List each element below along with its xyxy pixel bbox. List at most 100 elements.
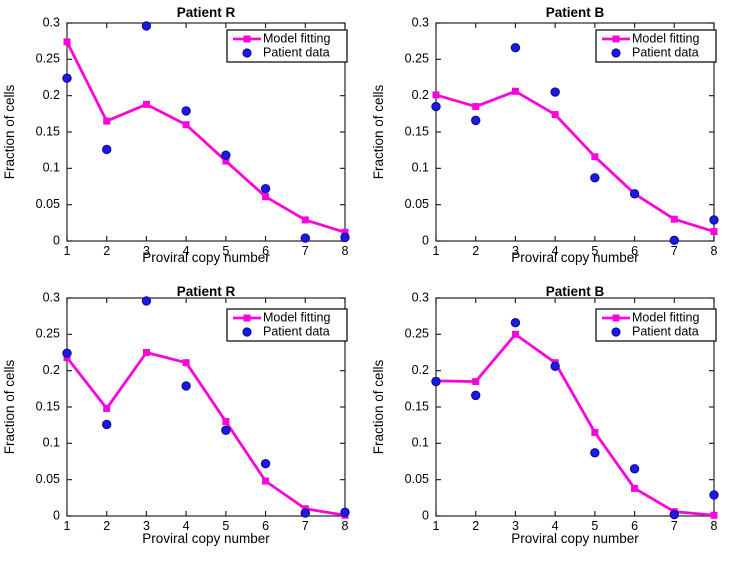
x-tick-label: 6 <box>631 244 638 258</box>
legend-data-marker <box>611 327 621 337</box>
x-tick-label: 3 <box>143 519 150 533</box>
y-axis-label: Fraction of cells <box>2 84 17 179</box>
legend-model-label: Model fitting <box>263 31 330 45</box>
legend-model-marker <box>243 314 251 322</box>
model-marker <box>591 428 599 436</box>
plot-title: Patient B <box>546 284 605 299</box>
x-tick-label: 1 <box>433 519 440 533</box>
model-marker <box>472 378 480 386</box>
patient-data-point <box>181 381 191 391</box>
y-axis-label: Fraction of cells <box>371 359 386 454</box>
y-tick-label: 0.15 <box>36 124 60 138</box>
model-fitting-line <box>65 351 346 517</box>
x-tick-label: 1 <box>64 519 71 533</box>
patient-data-point <box>709 215 719 225</box>
patient-data-point <box>709 490 719 500</box>
x-axis-label: Proviral copy number <box>511 531 639 546</box>
legend-model-marker <box>612 314 620 322</box>
model-marker <box>103 404 111 412</box>
x-tick-label: 2 <box>103 519 110 533</box>
legend-model-label: Model fitting <box>263 310 330 324</box>
y-tick-label: 0 <box>53 508 60 522</box>
x-tick-label: 5 <box>591 244 598 258</box>
patient-data-point <box>431 376 441 387</box>
model-fitting-line <box>435 89 715 233</box>
model-fitting-line <box>435 332 715 517</box>
x-tick-label: 3 <box>143 244 150 258</box>
x-tick-label: 7 <box>302 244 309 258</box>
patient-data-point <box>141 296 152 306</box>
model-marker <box>103 117 111 125</box>
patient-data-point <box>62 73 72 83</box>
axis-ticks <box>435 297 715 517</box>
patient-data-point <box>181 106 191 116</box>
model-marker <box>142 100 150 108</box>
x-tick-label: 8 <box>711 244 718 258</box>
patient-data-point <box>102 144 112 155</box>
model-marker <box>710 511 718 519</box>
x-tick-label: 6 <box>631 519 638 533</box>
model-marker <box>710 228 718 236</box>
patient-data-point <box>300 233 310 243</box>
y-tick-label: 0.05 <box>36 197 60 211</box>
x-tick-label: 7 <box>302 519 309 533</box>
y-tick-label: 0.3 <box>43 290 60 304</box>
y-axis-label: Fraction of cells <box>2 359 17 454</box>
y-tick-label: 0.2 <box>43 363 60 377</box>
legend-data-label: Patient data <box>632 324 699 338</box>
x-tick-label: 7 <box>671 519 678 533</box>
legend-data-label: Patient data <box>263 45 330 59</box>
patient-data-point <box>221 425 231 435</box>
y-tick-label: 0.1 <box>412 436 429 450</box>
legend-model-label: Model fitting <box>632 31 699 45</box>
y-axis-label: Fraction of cells <box>371 84 386 179</box>
y-tick-label: 0.3 <box>412 15 429 29</box>
legend-data-marker <box>611 48 621 58</box>
x-tick-label: 4 <box>183 519 190 533</box>
y-tick-label: 0.15 <box>405 399 429 413</box>
model-marker <box>591 153 599 161</box>
y-tick-label: 0.25 <box>36 327 60 341</box>
x-axis-label: Proviral copy number <box>142 531 270 546</box>
x-tick-label: 8 <box>342 519 349 533</box>
patient-data-point <box>550 87 560 97</box>
patient-r-top-plot: 1 2 3 4 5 6 7 8 0 0.05 0.1 0.15 0.2 0.25 0.3 Patient R P… <box>2 5 350 265</box>
model-marker <box>511 87 519 95</box>
patient-data-point <box>471 390 481 401</box>
x-tick-label: 2 <box>472 519 479 533</box>
x-tick-label: 7 <box>671 244 678 258</box>
legend-model-marker <box>243 35 251 43</box>
y-tick-label: 0.05 <box>405 197 429 211</box>
patient-r-bottom-plot: 1 2 3 4 5 6 7 8 0 0.05 0.1 0.15 0.2 0.25 0.3 Patient R P… <box>2 284 350 546</box>
plot-title: Patient R <box>177 284 236 299</box>
patient-data-point <box>590 448 600 458</box>
model-marker <box>262 477 270 485</box>
model-marker <box>63 38 71 46</box>
patient-b-bottom-plot: 1 2 3 4 5 6 7 8 0 0.05 0.1 0.15 0.2 0.25 0.3 Patient B P… <box>371 284 719 546</box>
x-tick-label: 5 <box>591 519 598 533</box>
patient-data-point <box>590 173 600 183</box>
x-tick-label: 4 <box>552 519 559 533</box>
legend-box <box>226 29 348 63</box>
patient-data-point <box>340 232 350 243</box>
patient-data-point <box>102 419 112 430</box>
y-tick-label: 0.2 <box>43 88 60 102</box>
x-axis-label: Proviral copy number <box>142 250 270 265</box>
y-tick-label: 0.2 <box>412 363 429 377</box>
legend-data-marker <box>242 327 252 337</box>
y-tick-label: 0 <box>422 233 429 247</box>
model-marker <box>511 330 519 338</box>
y-tick-label: 0.05 <box>405 472 429 486</box>
patient-data-point <box>510 318 521 328</box>
y-tick-label: 0.25 <box>405 327 429 341</box>
model-marker <box>341 228 349 236</box>
chart-patient-r-top: 1 2 3 4 5 6 7 8 0 0.05 0.1 0.15 0.2 0.25 0.3 Patient R P… <box>0 0 368 282</box>
model-marker <box>142 349 150 356</box>
legend-model-marker <box>612 35 620 43</box>
patient-data-point <box>300 508 310 518</box>
patient-data-point <box>340 507 350 518</box>
